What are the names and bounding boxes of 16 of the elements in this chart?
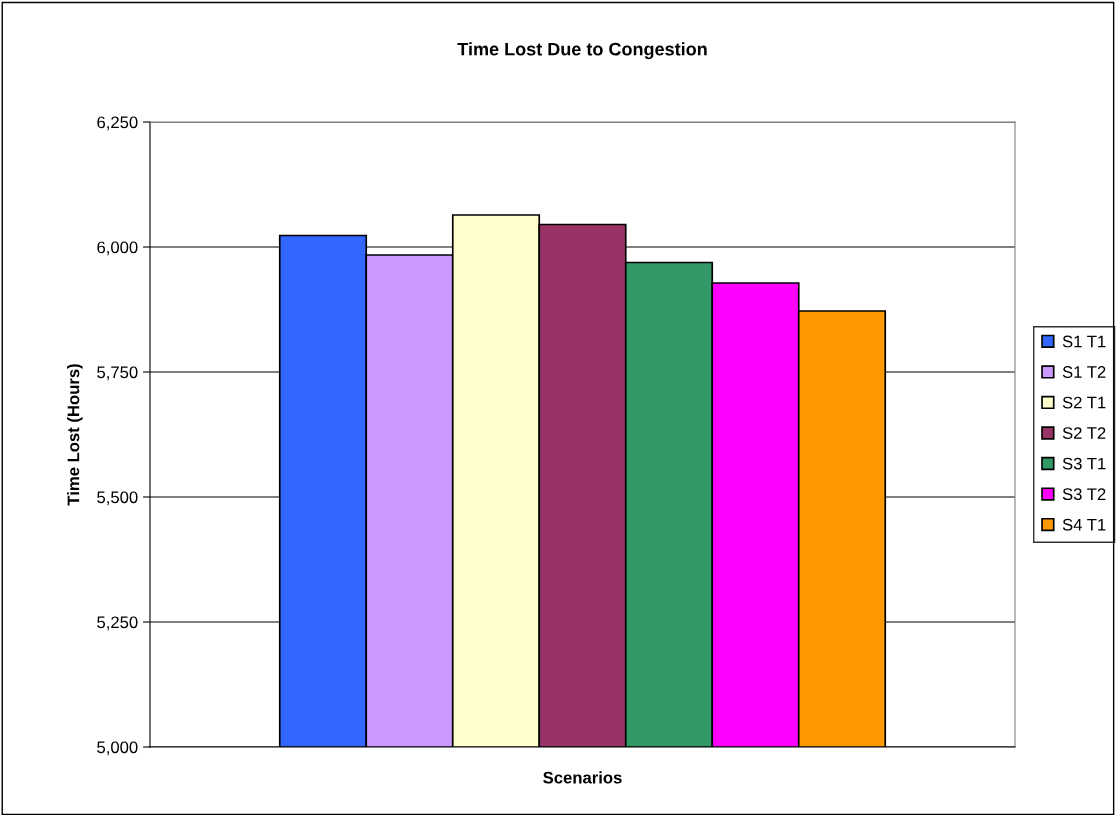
legend-label: S2 T2: [1062, 427, 1106, 439]
legend-label: S1 T2: [1062, 366, 1106, 378]
y-tick-label: 6,250: [97, 116, 138, 131]
legend-label: S3 T1: [1062, 457, 1106, 470]
y-tick-label: 5,000: [97, 741, 138, 756]
legend-label: S2 T1: [1062, 396, 1106, 409]
legend-label: S1 T1: [1062, 335, 1106, 348]
chart-title: Time Lost Due to Congestion: [457, 42, 707, 60]
y-tick-label: 5,500: [97, 491, 138, 506]
x-axis-title: Scenarios: [543, 771, 622, 784]
y-axis-title: Time Lost (Hours): [67, 364, 83, 506]
legend-label: S3 T2: [1062, 488, 1106, 501]
y-tick-label: 5,250: [97, 616, 138, 631]
y-tick-label: 6,000: [97, 241, 138, 256]
legend-label: S4 T1: [1062, 518, 1106, 531]
y-tick-label: 5,750: [97, 366, 138, 381]
